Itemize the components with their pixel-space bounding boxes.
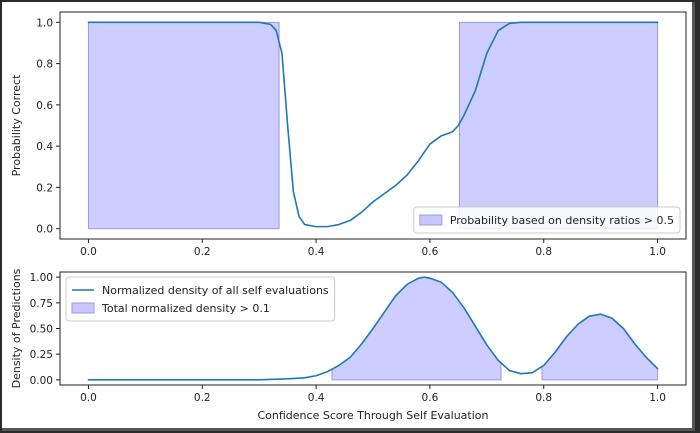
top-x-tick-label: 0.6 [422,246,439,258]
top-y-ticks: 0.0 0.2 0.4 0.6 0.8 1.0 [36,17,60,236]
top-y-tick-label: 0.4 [36,141,53,153]
top-series-line-0 [87,21,659,228]
top-legend-box [413,206,681,234]
bot-fill-region-0 [331,276,502,381]
top-plot-frame [59,11,687,240]
top-y-tick-label: 0.6 [36,100,53,112]
top-x-ticks: 0.0 0.2 0.4 0.6 0.8 1.0 [80,239,666,258]
top-x-tick-label: 0.8 [535,246,552,258]
bot-legend-fill-swatch [71,302,95,314]
top-fill-areas [87,21,659,230]
bot-x-tick-label: 0.4 [308,392,325,404]
top-y-tick-label: 0.2 [36,182,53,194]
bottom-chart: 0.0 0.2 0.4 0.6 0.8 1.0 0.000.250.500.751.00 … [10,268,687,422]
top-x-tick-label: 0.0 [80,246,97,258]
bot-legend-label: Total normalized density > 0.1 [101,302,270,315]
bot-y-tick-label: 0.75 [30,298,53,310]
bot-x-tick-label: 0.8 [535,392,552,404]
top-legend-fill-swatch [419,214,443,226]
bottom-fill-areas [331,276,659,381]
bot-y-tick-label: 0.25 [30,349,53,361]
bot-x-tick-label: 0.0 [80,392,97,404]
bot-y-tick-label: 1.00 [30,272,53,284]
top-fill-region-1 [459,21,659,230]
bottom-x-axis-label: Confidence Score Through Self Evaluation [258,409,489,422]
bot-legend-box [65,276,336,322]
bottom-series-lines [87,276,659,381]
chart-canvas: 0.0 0.2 0.4 0.6 0.8 1.0 0.0 0.2 0.4 0.6 0.8 1.0 Pr… [10,11,687,422]
top-x-tick-label: 1.0 [649,246,666,258]
top-legend-label: Probability based on density ratios > 0.… [450,214,674,227]
top-fill-region-0 [87,21,280,230]
top-chart: 0.0 0.2 0.4 0.6 0.8 1.0 0.0 0.2 0.4 0.6 0.8 1.0 Pr… [10,11,687,258]
top-x-tick-label: 0.2 [194,246,211,258]
top-legend: Probability based on density ratios > 0.… [413,206,681,234]
top-x-tick-label: 0.4 [308,246,325,258]
bot-y-tick-label: 0.00 [30,375,53,387]
bottom-x-ticks: 0.0 0.2 0.4 0.6 0.8 1.0 [80,385,666,404]
bot-legend-label: Normalized density of all self evaluatio… [102,284,329,297]
top-y-tick-label: 1.0 [36,17,53,29]
bottom-y-axis-label: Density of Predictions [10,268,23,388]
top-y-axis-label: Probability Correct [10,74,23,176]
bot-y-tick-label: 0.50 [30,324,53,336]
bottom-y-ticks: 0.00 0.25 0.50 0.75 1.00 [30,272,60,387]
bot-x-tick-label: 0.6 [422,392,439,404]
top-series-lines [87,21,659,228]
bot-x-tick-label: 1.0 [649,392,666,404]
top-y-tick-label: 0.0 [36,224,53,236]
top-y-tick-label: 0.8 [36,59,53,71]
bot-x-tick-label: 0.2 [194,392,211,404]
bot-series-line-0 [87,276,659,381]
bottom-legend: Normalized density of all self evaluatio… [65,276,336,322]
